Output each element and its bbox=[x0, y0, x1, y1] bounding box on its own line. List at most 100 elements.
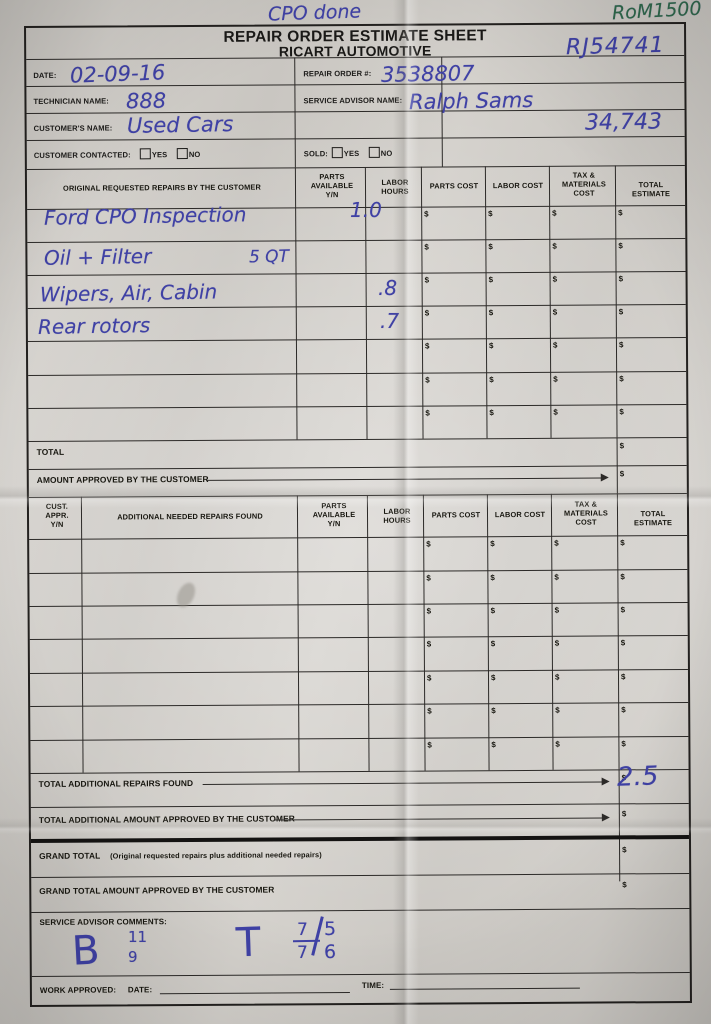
date-label: DATE: bbox=[33, 70, 57, 80]
customer-contacted-no-checkbox[interactable] bbox=[176, 148, 188, 160]
cell-dollar: $ bbox=[426, 573, 431, 583]
technician-label: TECHNICIAN NAME: bbox=[33, 96, 109, 106]
customer-contacted-label: CUSTOMER CONTACTED: bbox=[33, 150, 131, 160]
amount-approved-dollar: $ bbox=[619, 469, 625, 479]
cell-dollar: $ bbox=[555, 739, 560, 749]
repair-order-form: REPAIR ORDER ESTIMATE SHEET RICART AUTOM… bbox=[24, 21, 692, 1008]
total-additional-found-label: TOTAL ADDITIONAL REPAIRS FOUND bbox=[38, 778, 194, 789]
grand-total-sub: (Original requested repairs plus additio… bbox=[110, 850, 322, 861]
total-label: TOTAL bbox=[36, 446, 65, 457]
cell-dollar: $ bbox=[618, 307, 624, 317]
cell-dollar: $ bbox=[552, 340, 558, 350]
cell-dollar: $ bbox=[490, 673, 496, 683]
cell-dollar: $ bbox=[491, 706, 496, 716]
work-approved-label: WORK APPROVED: bbox=[39, 985, 117, 995]
cell-dollar: $ bbox=[618, 340, 624, 350]
cell-dollar: $ bbox=[424, 242, 429, 252]
cell-dollar: $ bbox=[424, 308, 430, 318]
cell-dollar: $ bbox=[554, 638, 560, 648]
grand-total-dollar: $ bbox=[622, 845, 627, 855]
cell-dollar: $ bbox=[488, 275, 494, 285]
cell-dollar: $ bbox=[620, 538, 625, 548]
customer-contacted-no-label: NO bbox=[188, 149, 201, 160]
cell-dollar: $ bbox=[552, 208, 557, 218]
cell-dollar: $ bbox=[552, 307, 558, 317]
cell-dollar: $ bbox=[620, 638, 626, 648]
cell-dollar: $ bbox=[489, 375, 494, 385]
sold-label: SOLD: bbox=[303, 149, 328, 159]
cell-dollar: $ bbox=[490, 539, 495, 549]
cell-dollar: $ bbox=[424, 275, 430, 285]
cell-dollar: $ bbox=[618, 241, 623, 251]
cell-dollar: $ bbox=[621, 739, 626, 749]
cell-dollar: $ bbox=[618, 274, 624, 284]
col-labor-cost-header: LABOR COST bbox=[494, 509, 546, 520]
cell-dollar: $ bbox=[427, 706, 432, 716]
cell-dollar: $ bbox=[424, 341, 430, 351]
cell-dollar: $ bbox=[488, 341, 494, 351]
customer-contacted-yes-checkbox[interactable] bbox=[139, 148, 151, 160]
additional-repairs-table-header: CUST. APPR. Y/N ADDITIONAL NEEDED REPAIR… bbox=[29, 493, 687, 539]
service-advisor-comments-label: SERVICE ADVISOR COMMENTS: bbox=[39, 917, 167, 927]
sold-no-checkbox[interactable] bbox=[368, 146, 380, 158]
col-original-repairs-header: ORIGINAL REQUESTED REPAIRS BY THE CUSTOM… bbox=[63, 182, 261, 193]
col-labor-hours-l2: HOURS bbox=[383, 515, 411, 525]
cell-dollar: $ bbox=[555, 705, 560, 715]
cell-dollar: $ bbox=[619, 407, 624, 417]
col-cust-appr-l3: Y/N bbox=[50, 519, 64, 529]
col-total-estimate-header: TOTAL ESTIMATE bbox=[632, 180, 671, 198]
col-tax-materials-l3: COST bbox=[575, 517, 597, 527]
customer-row: CUSTOMER'S NAME: bbox=[27, 109, 685, 138]
total-additional-approved-label: TOTAL ADDITIONAL AMOUNT APPROVED BY THE … bbox=[38, 813, 295, 825]
cell-dollar: $ bbox=[427, 740, 432, 750]
service-advisor-label: SERVICE ADVISOR NAME: bbox=[303, 95, 403, 106]
cell-dollar: $ bbox=[554, 538, 559, 548]
cell-dollar: $ bbox=[424, 209, 429, 219]
work-approved-date-label: DATE: bbox=[127, 985, 153, 995]
total-additional-found-dollar: $ bbox=[621, 773, 627, 783]
cell-dollar: $ bbox=[554, 672, 560, 682]
total-dollar: $ bbox=[619, 441, 625, 451]
form-title-block: REPAIR ORDER ESTIMATE SHEET RICART AUTOM… bbox=[26, 24, 684, 59]
col-parts-available-l3: Y/N bbox=[327, 519, 341, 529]
repair-order-label: REPAIR ORDER #: bbox=[303, 68, 372, 79]
cell-dollar: $ bbox=[552, 241, 557, 251]
sold-no-label: NO bbox=[380, 148, 393, 158]
grand-total-approved-label: GRAND TOTAL AMOUNT APPROVED BY THE CUSTO… bbox=[39, 884, 275, 896]
cell-dollar: $ bbox=[491, 740, 496, 750]
customer-contacted-row: CUSTOMER CONTACTED: YES NO SOLD: YES NO bbox=[27, 136, 685, 165]
cell-dollar: $ bbox=[554, 605, 560, 615]
cell-dollar: $ bbox=[621, 705, 626, 715]
grand-total-label: GRAND TOTAL bbox=[39, 850, 101, 861]
cell-dollar: $ bbox=[426, 539, 431, 549]
sold-yes-label: YES bbox=[343, 148, 360, 159]
col-tax-materials-l3: COST bbox=[573, 188, 595, 198]
cell-dollar: $ bbox=[620, 672, 626, 682]
work-approved-time-label: TIME: bbox=[361, 980, 385, 990]
cell-dollar: $ bbox=[490, 573, 495, 583]
cell-dollar: $ bbox=[488, 242, 493, 252]
cell-dollar: $ bbox=[425, 408, 430, 418]
cell-dollar: $ bbox=[620, 605, 626, 615]
cell-dollar: $ bbox=[489, 408, 494, 418]
cell-dollar: $ bbox=[618, 208, 623, 218]
grand-total-approved-dollar: $ bbox=[622, 880, 627, 890]
cell-dollar: $ bbox=[488, 209, 493, 219]
sold-yes-checkbox[interactable] bbox=[331, 147, 343, 159]
cell-dollar: $ bbox=[553, 407, 558, 417]
cell-dollar: $ bbox=[554, 572, 559, 582]
customer-contacted-yes-label: YES bbox=[151, 150, 168, 160]
cell-dollar: $ bbox=[426, 639, 432, 649]
cell-dollar: $ bbox=[490, 606, 496, 616]
col-additional-repairs-header: ADDITIONAL NEEDED REPAIRS FOUND bbox=[117, 511, 263, 522]
col-parts-cost-header: PARTS COST bbox=[431, 510, 481, 520]
original-repairs-table-header: ORIGINAL REQUESTED REPAIRS BY THE CUSTOM… bbox=[27, 165, 685, 209]
cell-dollar: $ bbox=[620, 572, 625, 582]
cell-dollar: $ bbox=[425, 375, 430, 385]
cell-dollar: $ bbox=[426, 606, 432, 616]
total-additional-approved-dollar: $ bbox=[621, 809, 627, 819]
cell-dollar: $ bbox=[426, 673, 432, 683]
customer-label: CUSTOMER'S NAME: bbox=[33, 123, 113, 133]
col-labor-hours-l2: HOURS bbox=[381, 186, 409, 196]
